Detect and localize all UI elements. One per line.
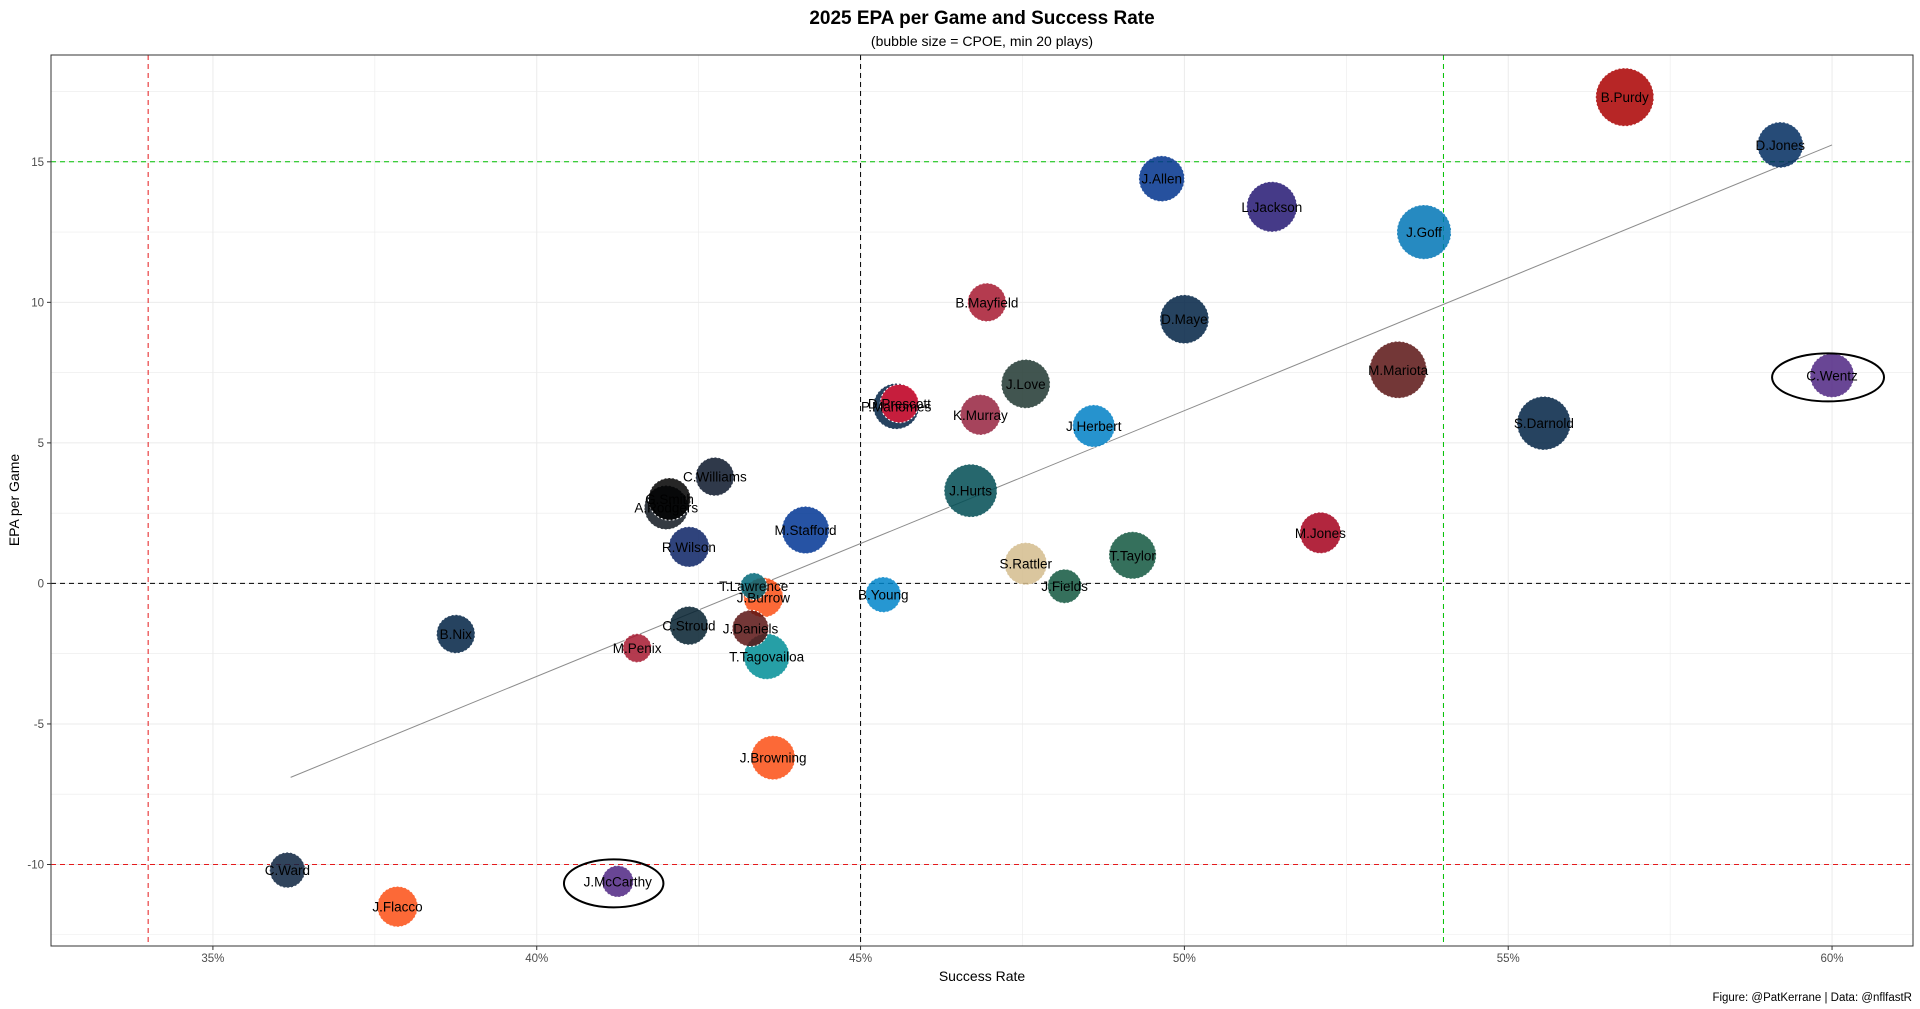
data-point [1246,181,1298,233]
y-tick-label: 15 [31,157,44,169]
point-labels: B.Purdy D.Jones J.Allen L.Jackson J.Goff B.Ma… [265,90,1858,914]
data-point [781,505,830,555]
point-label: J.Herbert [1066,419,1122,434]
point-label: J.Allen [1141,172,1182,187]
data-point [376,885,419,928]
point-label: J.Daniels [723,621,779,636]
point-label: M.Stafford [774,523,836,538]
point-label: J.Burrow [737,590,791,605]
data-point [647,477,692,521]
data-points [269,67,1855,928]
point-label: M.Penix [613,641,662,656]
data-point [622,633,652,663]
data-point [669,605,709,646]
data-point [865,576,902,613]
point-label: C.Williams [683,470,747,485]
data-point [943,463,998,518]
point-label: T.Lawrence [719,579,788,594]
data-point [1072,404,1116,448]
highlight-ellipses [562,352,1886,909]
point-label: D.Prescott [868,397,931,412]
x-axis-title: Success Rate [939,968,1026,984]
point-label: A.Rodgers [634,501,698,516]
y-tick-label: 0 [38,578,44,590]
chart-caption: Figure: @PatKerrane | Data: @nflfastR [1712,992,1912,1004]
data-point [1756,121,1804,169]
y-tick-label: 5 [38,438,44,450]
point-label: T.Taylor [1109,548,1156,563]
point-label: C.Wentz [1806,368,1858,383]
data-point [601,865,634,898]
point-label: M.Jones [1295,526,1346,541]
data-point [739,572,768,601]
point-label: J.Fields [1041,579,1088,594]
highlight-ellipse [562,858,665,909]
x-tick-label: 35% [201,953,224,965]
data-point [1369,340,1428,399]
x-tick-label: 50% [1173,953,1196,965]
data-point [1138,155,1186,202]
data-point [1595,67,1655,127]
point-label: J.McCarthy [584,874,653,889]
plot-panel-border [50,54,1914,947]
data-point [879,383,920,424]
point-label: J.Browning [740,751,807,766]
data-point [1809,352,1855,398]
point-label: S.Rattler [999,557,1052,572]
point-label: D.Jones [1755,138,1805,153]
data-point [1108,531,1157,580]
y-axis-ticks: -10 -5 0 5 10 15 [27,157,51,871]
point-label: K.Murray [953,408,1008,423]
point-label: J.Flacco [372,900,422,915]
data-point [1159,294,1210,345]
point-label: B.Nix [440,627,473,642]
highlight-ellipse [1771,352,1886,403]
y-tick-label: 10 [31,297,44,309]
data-point [1396,204,1452,260]
point-label: T.Tagovailoa [729,649,805,664]
data-point [695,456,735,497]
point-label: C.Stroud [662,619,715,634]
data-point [750,735,796,781]
y-tick-label: -10 [27,859,44,871]
y-tick-label: -5 [34,719,44,731]
data-point [1047,568,1083,604]
point-label: G.Smith [645,492,694,507]
point-label: B.Young [858,588,909,603]
data-point [436,614,476,654]
x-tick-label: 40% [525,953,548,965]
data-point [1000,359,1051,409]
point-label: J.Goff [1406,225,1442,240]
trend-line [290,144,1833,778]
chart-title: 2025 EPA per Game and Success Rate [809,8,1154,29]
reference-lines [51,55,1913,946]
point-label: P.Mahomes [861,399,932,414]
trend-line-path [290,144,1833,778]
point-label: D.Maye [1161,312,1208,327]
data-point [959,394,1002,436]
chart-subtitle: (bubble size = CPOE, min 20 plays) [871,33,1093,49]
data-point [731,609,770,648]
point-label: L.Jackson [1241,200,1302,215]
point-label: M.Mariota [1368,363,1429,378]
data-point [668,526,710,568]
x-tick-label: 60% [1821,953,1844,965]
point-label: B.Mayfield [955,295,1018,310]
point-label: J.Love [1006,377,1046,392]
point-label: B.Purdy [1601,90,1649,105]
data-point [1004,542,1048,586]
point-label: C.Ward [265,863,310,878]
data-point [1299,511,1342,554]
point-label: J.Hurts [949,484,992,499]
point-label: R.Wilson [662,540,716,555]
data-point [1516,395,1572,451]
x-tick-label: 45% [849,953,872,965]
x-axis-ticks: 35% 40% 45% 50% 55% 60% [201,946,1844,965]
y-axis-title: EPA per Game [6,454,22,547]
point-label: S.Darnold [1514,416,1574,431]
x-tick-label: 55% [1497,953,1520,965]
data-point [967,282,1007,323]
data-point [269,851,306,889]
